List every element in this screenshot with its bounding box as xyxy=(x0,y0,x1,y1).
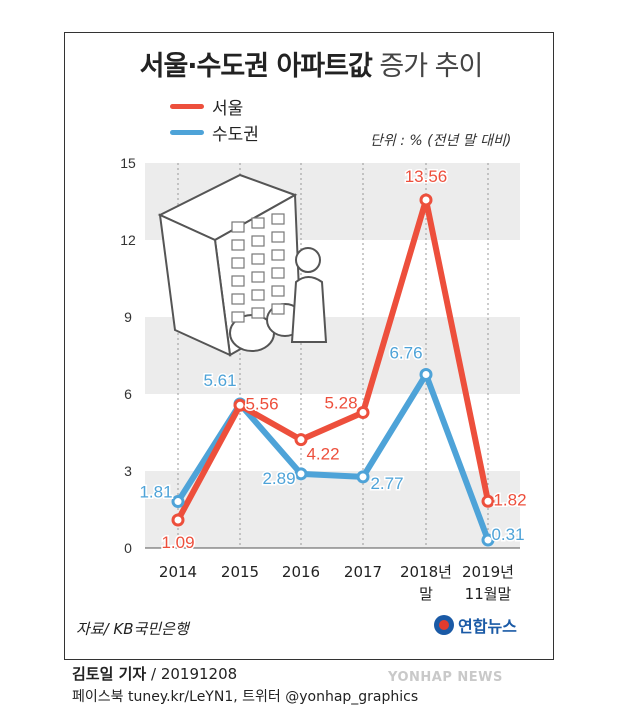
unit-label: 단위 : % (전년 말 대비) xyxy=(370,133,512,149)
building-window xyxy=(271,231,285,243)
apartment-illustration-part xyxy=(290,276,328,343)
data-point-seoul xyxy=(233,398,247,412)
building-window xyxy=(271,249,285,261)
building-window xyxy=(251,289,265,301)
y-tick-label: 15 xyxy=(120,155,136,171)
data-point-seoul xyxy=(171,513,185,527)
apartment-illustration-part xyxy=(158,213,232,357)
data-label-seoul: 5.28 xyxy=(324,393,357,412)
data-point-seoul xyxy=(481,494,495,508)
data-point-seoul xyxy=(294,433,308,447)
data-label-capital: 2.77 xyxy=(370,474,403,493)
legend-swatch-seoul xyxy=(170,104,204,109)
data-point-seoul xyxy=(356,405,370,419)
y-tick-label: 12 xyxy=(120,232,136,248)
data-label-seoul: 1.82 xyxy=(493,490,526,509)
x-tick-label: 11월말 xyxy=(465,585,512,603)
building-window xyxy=(231,239,245,251)
x-tick-label: 2014 xyxy=(159,563,197,581)
building-window xyxy=(231,221,245,233)
social-line: 페이스북 tuney.kr/LeYN1, 트위터 @yonhap_graphic… xyxy=(72,689,419,705)
legend-label-seoul: 서울 xyxy=(212,99,244,119)
yonhap-logo-text: 연합뉴스 xyxy=(458,617,517,636)
legend-swatch-capital xyxy=(170,130,204,135)
x-tick-label: 말 xyxy=(419,585,433,603)
data-label-seoul: 1.09 xyxy=(161,533,194,552)
building-window xyxy=(271,303,285,315)
building-window xyxy=(231,311,245,323)
building-window xyxy=(271,213,285,225)
building-window xyxy=(251,307,265,319)
legend-item-capital: 수도권 xyxy=(170,120,259,145)
reporter-name: 김토일 기자 xyxy=(72,665,147,683)
data-label-capital: 0.31 xyxy=(491,525,524,544)
building-window xyxy=(231,293,245,305)
legend-label-capital: 수도권 xyxy=(212,125,259,145)
watermark: YONHAP NEWS xyxy=(388,670,503,685)
building-window xyxy=(251,235,265,247)
x-tick-label: 2017 xyxy=(344,563,382,581)
building-window xyxy=(251,271,265,283)
building-window xyxy=(231,257,245,269)
building-window xyxy=(251,253,265,265)
reporter-date: / 20191208 xyxy=(146,665,238,683)
building-window xyxy=(231,275,245,287)
y-tick-label: 0 xyxy=(124,540,132,556)
x-tick-label: 2019년 xyxy=(462,563,514,581)
data-label-seoul: 13.56 xyxy=(405,167,448,186)
grid-band xyxy=(145,471,520,548)
y-tick-label: 9 xyxy=(124,309,132,325)
legend-item-seoul: 서울 xyxy=(170,94,243,119)
building-window xyxy=(251,217,265,229)
x-tick-label: 2015 xyxy=(221,563,259,581)
data-point-capital xyxy=(419,367,433,381)
yonhap-logo: 연합뉴스 xyxy=(434,613,517,637)
x-tick-label: 2018년 xyxy=(400,563,452,581)
y-tick-label: 6 xyxy=(124,386,132,402)
data-label-capital: 1.81 xyxy=(139,483,172,502)
reporter-line: 김토일 기자 / 20191208 xyxy=(72,663,237,684)
y-tick-label: 3 xyxy=(124,463,132,479)
apartment-illustration-part xyxy=(295,247,321,273)
data-point-capital xyxy=(356,470,370,484)
data-label-seoul: 5.56 xyxy=(245,394,278,413)
chart-title-bold: 서울·수도권 아파트값 xyxy=(139,51,373,82)
chart-title: 서울·수도권 아파트값 증가 추이 xyxy=(0,44,622,83)
chart-title-light: 증가 추이 xyxy=(379,51,483,82)
data-point-capital xyxy=(171,495,185,509)
building-window xyxy=(271,267,285,279)
data-label-capital: 2.89 xyxy=(262,469,295,488)
data-point-capital xyxy=(481,533,495,547)
building-window xyxy=(271,285,285,297)
x-tick-label: 2016 xyxy=(282,563,320,581)
source-label: 자료/ KB국민은행 xyxy=(76,620,189,638)
yonhap-logo-icon xyxy=(434,615,454,635)
data-point-seoul xyxy=(419,193,433,207)
data-point-capital xyxy=(294,467,308,481)
data-label-seoul: 4.22 xyxy=(306,445,339,464)
data-label-capital: 5.61 xyxy=(203,371,236,390)
data-label-capital: 6.76 xyxy=(389,343,422,362)
series-line-seoul xyxy=(175,196,491,524)
